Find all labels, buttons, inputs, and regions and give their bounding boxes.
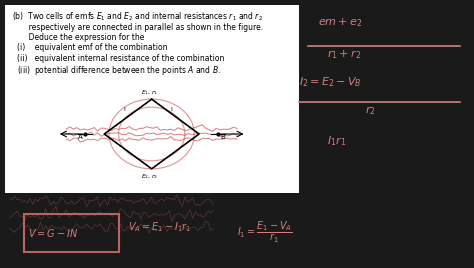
Text: respectively are connected in parallel as shown in the figure.: respectively are connected in parallel a…	[12, 23, 263, 32]
Text: I: I	[171, 107, 173, 112]
Text: (ii)   equivalent internal resistance of the combination: (ii) equivalent internal resistance of t…	[17, 54, 224, 63]
Text: $I_1 r_1$: $I_1 r_1$	[327, 134, 346, 148]
Text: (iii)  potential difference between the points $A$ and $B$.: (iii) potential difference between the p…	[17, 64, 220, 77]
Text: $I_1 = \dfrac{E_1 - V_A}{r_1}$: $I_1 = \dfrac{E_1 - V_A}{r_1}$	[237, 220, 293, 245]
Text: $I_2 = E_2 - V_B$: $I_2 = E_2 - V_B$	[299, 75, 361, 89]
Text: (i)    equivalent emf of the combination: (i) equivalent emf of the combination	[17, 43, 167, 53]
Text: $V = G - IN$: $V = G - IN$	[28, 227, 79, 239]
Text: A: A	[78, 134, 83, 140]
Bar	[5, 5, 299, 193]
Text: B: B	[220, 134, 225, 140]
Text: $em + e_2$: $em + e_2$	[318, 16, 362, 29]
Text: Deduce the expression for the: Deduce the expression for the	[12, 34, 144, 43]
Text: $V_A = E_1 - I_1 r_1$: $V_A = E_1 - I_1 r_1$	[128, 220, 191, 233]
Text: $E_2,r_2$: $E_2,r_2$	[141, 172, 158, 181]
Text: $r_2$: $r_2$	[365, 105, 376, 117]
Text: (b)  Two cells of emfs $E_1$ and $E_2$ and internal resistances $r_1$ and $r_2$: (b) Two cells of emfs $E_1$ and $E_2$ an…	[12, 11, 263, 23]
Bar	[24, 214, 119, 252]
Text: I: I	[123, 107, 125, 112]
Text: $r_1 + r_2$: $r_1 + r_2$	[327, 48, 361, 61]
Text: $E_1,r_1$: $E_1,r_1$	[141, 88, 158, 97]
